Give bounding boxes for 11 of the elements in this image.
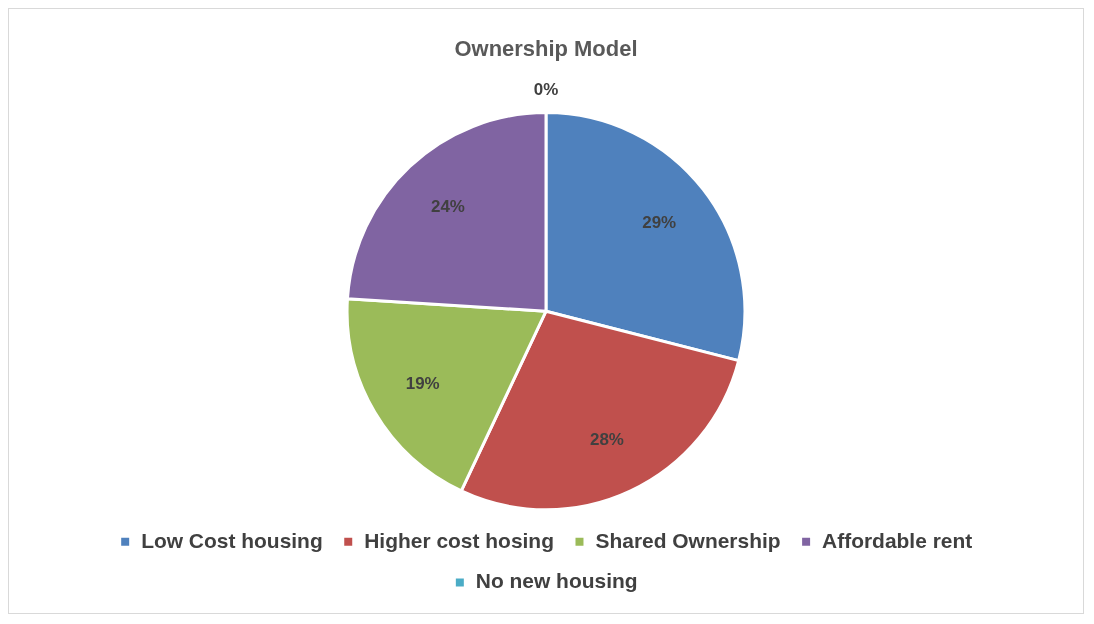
legend-label: Low Cost housing [141, 528, 323, 552]
legend-label: Affordable rent [822, 528, 973, 552]
data-label: 24% [430, 196, 465, 216]
data-label: 19% [405, 373, 440, 393]
legend-label: No new housing [475, 569, 638, 593]
legend-label: Shared Ownership [595, 528, 781, 552]
chart-title: Ownership Model [454, 36, 638, 62]
text: 0% [533, 80, 559, 100]
legend-label: Higher cost hosing [364, 528, 554, 552]
data-label: 29% [642, 213, 677, 233]
data-label: 28% [590, 430, 624, 450]
